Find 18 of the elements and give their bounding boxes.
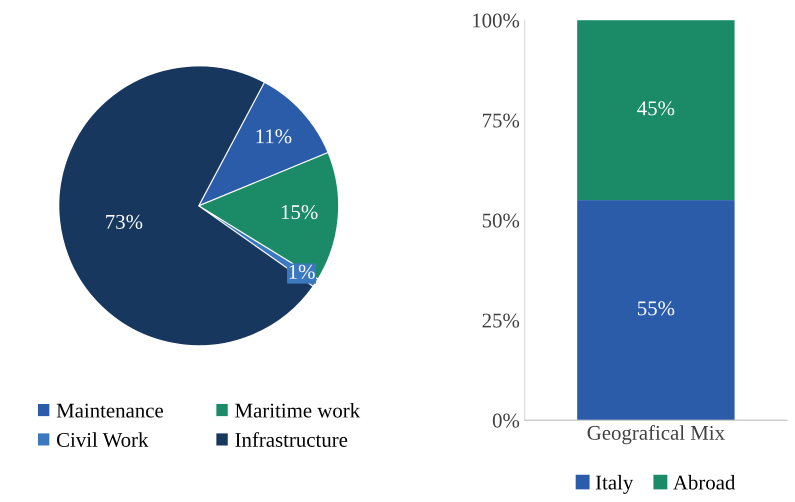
data-label: 1% (289, 264, 315, 279)
data-label: 11% (256, 129, 292, 144)
y-tick-label: 75% (483, 113, 520, 128)
legend-label: Maintenance (56, 404, 163, 418)
legend-label: Italy (596, 474, 634, 494)
data-label: 73% (106, 214, 142, 229)
y-tick-label: 100% (473, 13, 520, 28)
data-label: 15% (282, 205, 318, 220)
legend-label: Abroad (673, 474, 736, 490)
x-tick-label: Geografical Mix (588, 425, 725, 444)
legend-label: Maritime work (235, 402, 360, 418)
legend-label: Infrastructure (235, 432, 348, 447)
y-tick-label: 0% (492, 414, 520, 428)
legend-label: Civil Work (56, 432, 148, 448)
y-tick-label: 25% (482, 314, 520, 328)
data-label: 45% (637, 101, 674, 116)
data-label: 55% (638, 301, 674, 316)
y-tick-label: 50% (482, 214, 520, 228)
